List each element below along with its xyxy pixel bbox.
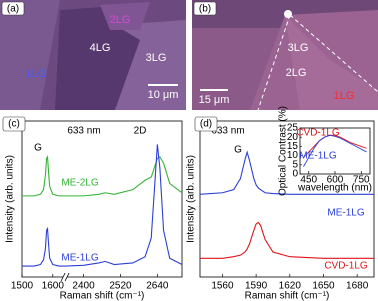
x-tick-label: 2400 — [72, 281, 95, 292]
axis-break — [60, 272, 66, 282]
x-axis-label: wavelength (nm) — [297, 183, 372, 194]
x-tick-label: 1680 — [346, 281, 369, 292]
layer-label: 3LG — [288, 42, 309, 54]
layer-label: 4LG — [90, 42, 111, 54]
series-label: ME-1LG — [61, 253, 98, 264]
series-label: ME-1LG — [327, 208, 364, 219]
y-tick-label: 15 — [287, 141, 299, 152]
y-tick-label: 0 — [292, 169, 298, 180]
x-tick-label: 600 — [327, 175, 344, 186]
series-line — [22, 144, 183, 267]
panel-box — [2, 116, 26, 132]
series-line — [303, 134, 367, 158]
layer-label: 1LG — [26, 68, 47, 80]
annotation: G — [234, 145, 242, 156]
y-tick-label: 10 — [287, 150, 299, 161]
scale-label: 10 μm — [148, 89, 179, 101]
annotation: 2D — [134, 126, 147, 137]
layer-label: 2LG — [110, 14, 131, 26]
y-tick-label: 20 — [287, 132, 299, 143]
axis-break — [64, 272, 70, 282]
series-label: ME-1LG — [299, 151, 336, 162]
panel-label: (d) — [200, 119, 212, 130]
annotation: 633 nm — [67, 126, 100, 137]
series-line — [22, 155, 183, 197]
annotation: G — [34, 143, 42, 154]
x-tick-label: 1620 — [279, 281, 302, 292]
plot-frame — [21, 120, 183, 278]
photo-b: (b) 3LG 2LG 1LG 15 μm — [192, 0, 378, 111]
x-tick-label: 2520 — [109, 281, 132, 292]
y-tick-label: 5 — [292, 159, 298, 170]
series-label: CVD-1LG — [324, 261, 368, 272]
x-tick-label: 1590 — [245, 281, 268, 292]
x-tick-label: 750 — [353, 175, 370, 186]
y-axis-label: Intensity (arb. units) — [186, 155, 197, 243]
annotation: 633 nm — [211, 126, 244, 137]
layer-label: 2LG — [286, 67, 307, 79]
panel-label: (c) — [8, 119, 20, 130]
x-tick-label: 1500 — [11, 281, 34, 292]
x-tick-label: 1650 — [312, 281, 335, 292]
panel-box — [194, 116, 218, 132]
panel-label: (a) — [7, 4, 19, 15]
x-axis-label: Raman shift (cm⁻¹) — [245, 291, 330, 301]
x-tick-label: 2640 — [146, 281, 169, 292]
y-axis-label: Optical Contrast (%) — [278, 106, 289, 196]
x-tick-label: 1560 — [211, 281, 234, 292]
photo-a: (a) 2LG 4LG 3LG 1LG 10 μm — [0, 0, 186, 110]
layer-label: 1LG — [334, 90, 355, 102]
series-line — [200, 221, 374, 259]
axis-break-gap — [63, 273, 68, 281]
x-tick-label: 450 — [300, 175, 317, 186]
series-line — [303, 134, 367, 167]
y-tick-label: 25 — [287, 123, 299, 134]
x-tick-label: 1600 — [42, 281, 65, 292]
panel-label: (b) — [199, 4, 211, 15]
dashed-line — [257, 14, 291, 111]
layer-label: 3LG — [146, 52, 167, 64]
series-line — [199, 150, 374, 195]
series-label: CVD-1LG — [296, 128, 340, 139]
dashed-line — [289, 14, 378, 93]
scale-label: 15 μm — [199, 94, 230, 106]
series-label: ME-2LG — [61, 178, 98, 189]
x-axis-label: Raman shift (cm⁻¹) — [60, 291, 145, 301]
y-axis-label: Intensity (arb. units) — [5, 155, 16, 243]
